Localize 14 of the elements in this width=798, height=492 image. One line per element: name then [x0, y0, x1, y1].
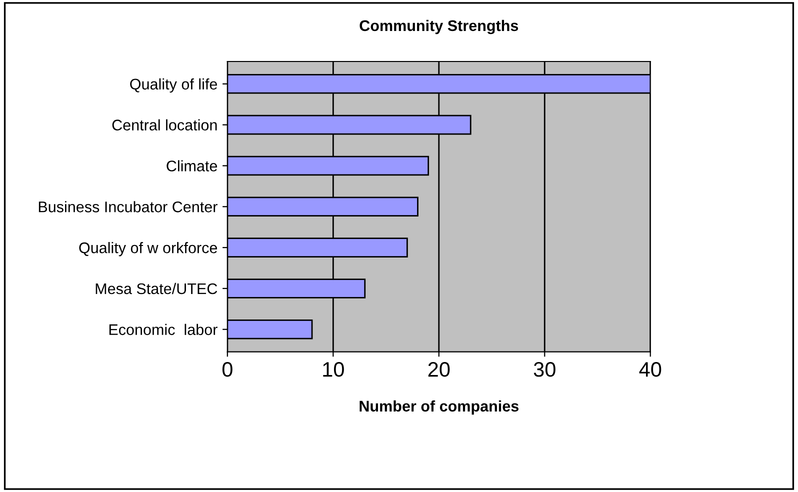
- x-axis-title: Number of companies: [360, 400, 518, 415]
- x-tick-label: 10: [323, 362, 344, 377]
- x-tick-label: 40: [639, 362, 662, 377]
- x-tick-label: 30: [534, 362, 556, 377]
- y-tick-label: Economic labor: [109, 324, 218, 336]
- chart-title: Community Strengths: [360, 20, 518, 34]
- y-tick-label: Quality of w orkforce: [79, 242, 218, 256]
- y-tick-label: Mesa State/UTEC: [96, 282, 218, 294]
- y-tick-label: Climate: [166, 160, 218, 172]
- x-tick-label: 20: [428, 362, 450, 377]
- y-tick-label: Quality of life: [130, 78, 218, 93]
- y-tick-label: Central location: [112, 119, 217, 130]
- y-tick-label: Business Incubator Center: [38, 201, 218, 212]
- x-tick-label: 0: [222, 362, 232, 377]
